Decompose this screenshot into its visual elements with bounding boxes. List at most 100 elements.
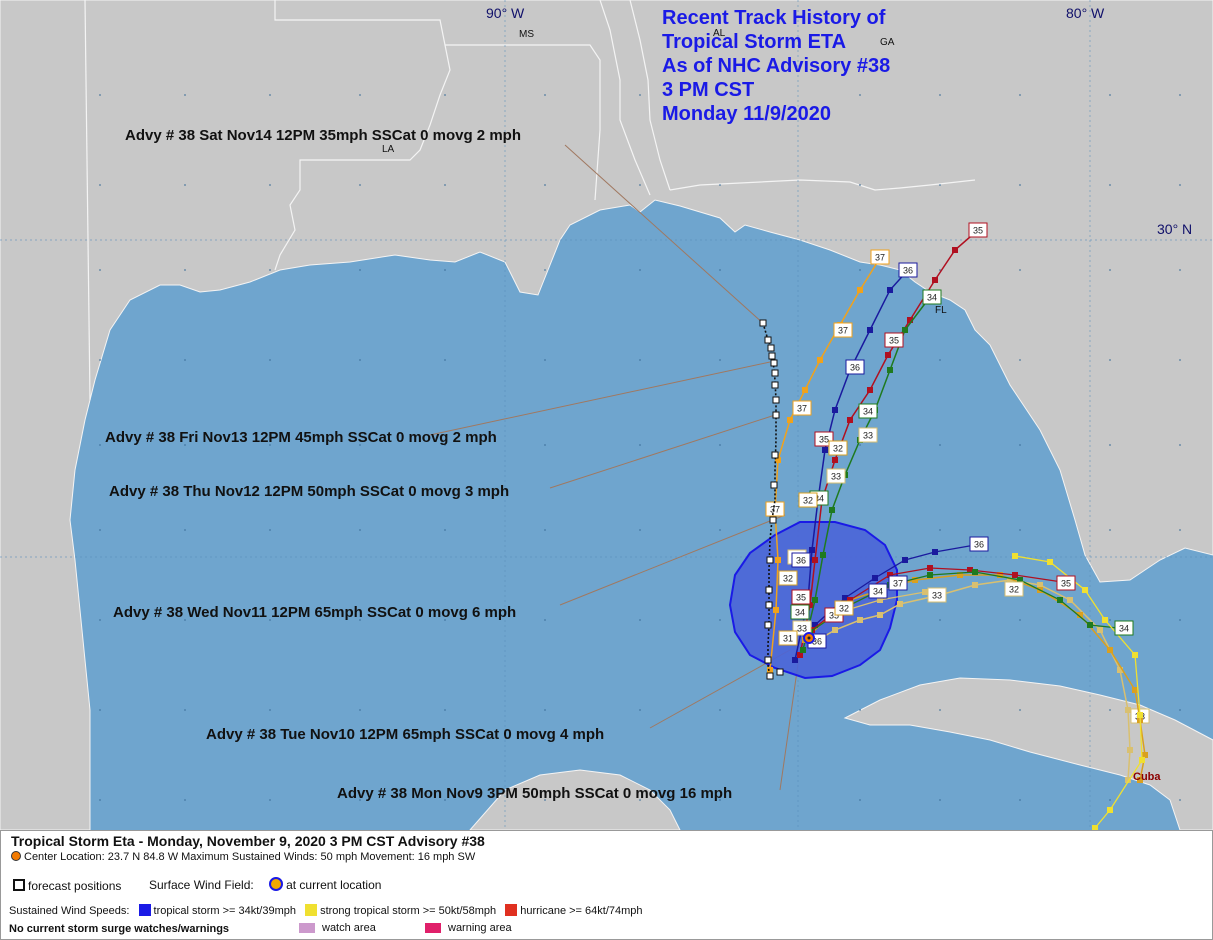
- annotation-tue: Advy # 38 Tue Nov10 12PM 65mph SSCat 0 m…: [206, 726, 605, 743]
- track-point: [800, 647, 806, 653]
- svg-text:31: 31: [783, 634, 793, 644]
- track-point: [887, 572, 893, 578]
- track-point: [927, 565, 933, 571]
- legend-warning-area: warning area: [425, 922, 512, 934]
- at-current-location-label: at current location: [286, 878, 382, 892]
- surge-note: No current storm surge watches/warnings: [9, 923, 230, 935]
- advisory-label-32: 32: [834, 600, 854, 616]
- svg-text:34: 34: [873, 587, 883, 597]
- advisory-label-35: 35: [884, 332, 904, 348]
- svg-text:32: 32: [1009, 585, 1019, 595]
- advisory-number-labels: 3736353437333532333432373336323534353234…: [765, 322, 1134, 649]
- advisory-label-34: 34: [868, 583, 888, 599]
- svg-text:34: 34: [927, 293, 937, 303]
- track-point: [877, 597, 883, 603]
- track-point: [812, 557, 818, 563]
- track-point: [877, 612, 883, 618]
- advisory-label-37: 37: [833, 322, 853, 338]
- advisory-label-32: 32: [1004, 581, 1024, 597]
- title-line-3: As of NHC Advisory #38: [662, 55, 891, 77]
- svg-text:37: 37: [770, 505, 780, 515]
- forecast-square-icon: [13, 879, 25, 891]
- surface-wind-field-label: Surface Wind Field:: [149, 878, 254, 892]
- state-la-label: LA: [382, 144, 395, 155]
- track-point: [809, 547, 815, 553]
- track-point: [812, 622, 818, 628]
- track-history: 3736353433323736353437333532333432373336…: [765, 222, 1150, 830]
- track-point: [1127, 747, 1133, 753]
- map-panel: 3736353433323736353437333532333432373336…: [0, 0, 1213, 830]
- svg-text:34: 34: [863, 407, 873, 417]
- track-point: [767, 667, 773, 673]
- track-point: [897, 601, 903, 607]
- forecast-position: [764, 336, 772, 344]
- current-location-marker: [803, 632, 815, 644]
- forecast-position: [759, 319, 767, 327]
- svg-text:36: 36: [974, 540, 984, 550]
- track-point: [1067, 597, 1073, 603]
- svg-text:32: 32: [839, 604, 849, 614]
- track-point: [887, 367, 893, 373]
- forecast-position: [776, 668, 784, 676]
- title-line-2: Tropical Storm ETA: [662, 31, 847, 53]
- yucatan-land: [469, 769, 681, 830]
- track-label-35: 35: [968, 222, 988, 238]
- track-point: [797, 652, 803, 658]
- watch-area-swatch: [299, 923, 315, 933]
- annotation-thu: Advy # 38 Thu Nov12 12PM 50mph SSCat 0 m…: [109, 483, 510, 500]
- svg-text:33: 33: [932, 591, 942, 601]
- track-point: [1137, 777, 1143, 783]
- track-point: [775, 557, 781, 563]
- track-point: [1102, 617, 1108, 623]
- state-al-label: AL: [713, 28, 726, 39]
- center-location-icon: [11, 851, 21, 861]
- svg-text:32: 32: [783, 574, 793, 584]
- lat-30-label: 30° N: [1157, 221, 1193, 237]
- cuba-label: Cuba: [1133, 771, 1161, 783]
- svg-text:35: 35: [973, 226, 983, 236]
- forecast-position: [769, 516, 777, 524]
- svg-text:37: 37: [875, 253, 885, 263]
- lon-90-label: 90° W: [486, 5, 525, 21]
- state-ga-label: GA: [880, 37, 895, 48]
- track-point: [867, 327, 873, 333]
- svg-text:36: 36: [850, 363, 860, 373]
- advisory-label-33: 33: [858, 427, 878, 443]
- forecast-position: [767, 344, 775, 352]
- track-point: [847, 417, 853, 423]
- forecast-position: [770, 481, 778, 489]
- track-point: [907, 317, 913, 323]
- track-point: [952, 247, 958, 253]
- strong-tropical-storm-label: strong tropical storm >= 50kt/58mph: [320, 905, 497, 917]
- advisory-label-36: 36: [969, 536, 989, 552]
- svg-text:33: 33: [863, 431, 873, 441]
- lon-80-label: 80° W: [1066, 5, 1105, 21]
- annotation-wed: Advy # 38 Wed Nov11 12PM 65mph SSCat 0 m…: [113, 604, 517, 621]
- annotation-leaders: [429, 144, 801, 791]
- track-point: [997, 572, 1003, 578]
- forecast-track: [759, 319, 784, 680]
- track-label-36: 36: [898, 262, 918, 278]
- forecast-position: [766, 556, 774, 564]
- state-fl-label: FL: [935, 305, 947, 316]
- track-point: [773, 607, 779, 613]
- track-point: [857, 617, 863, 623]
- svg-text:35: 35: [796, 593, 806, 603]
- advisory-label-32: 32: [828, 440, 848, 456]
- tropical-storm-swatch: [138, 904, 151, 916]
- track-point: [832, 627, 838, 633]
- svg-text:33: 33: [797, 624, 807, 634]
- track-point: [887, 287, 893, 293]
- legend-center-info: Center Location: 23.7 N 84.8 W Maximum S…: [11, 851, 475, 863]
- map-title: Recent Track History of Tropical Storm E…: [662, 6, 890, 126]
- track-point: [1107, 647, 1113, 653]
- advisory-label-35: 35: [1056, 575, 1076, 591]
- forecast-position: [765, 586, 773, 594]
- legend-watch-area: watch area: [299, 922, 376, 934]
- forecast-position: [771, 369, 779, 377]
- track-point: [820, 552, 826, 558]
- svg-text:35: 35: [829, 611, 839, 621]
- advisory-label-37: 37: [765, 501, 785, 517]
- forecast-position: [772, 411, 780, 419]
- track-point: [957, 572, 963, 578]
